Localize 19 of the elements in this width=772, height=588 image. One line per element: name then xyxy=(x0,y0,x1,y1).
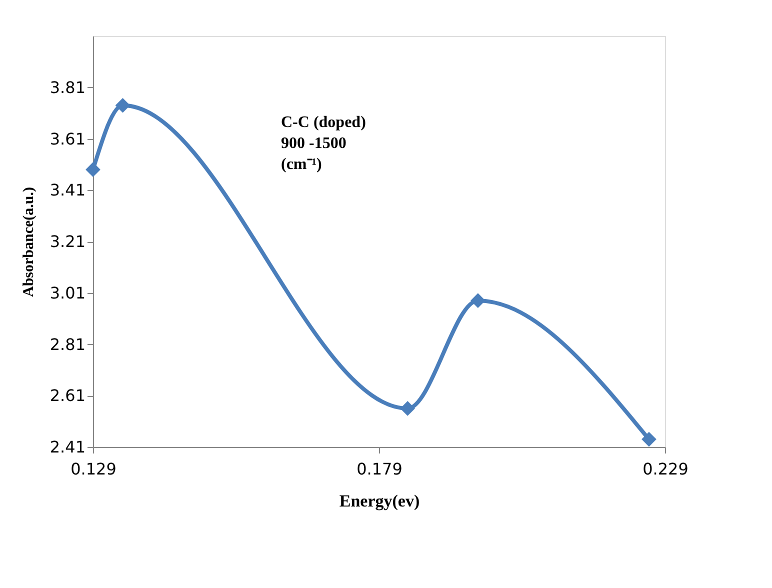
point xyxy=(86,162,100,177)
point xyxy=(642,432,656,447)
y-tick-label: 3.61 xyxy=(50,129,86,148)
x-tick-label: 0.229 xyxy=(642,460,688,478)
point xyxy=(115,98,130,113)
y-tick-label: 2.41 xyxy=(50,438,86,456)
annotation: C-C (doped) 900 -1500 (cm⁻¹) xyxy=(281,114,366,173)
x-tick-label: 0.179 xyxy=(356,460,402,478)
y-axis-title: Absorbance(a.u.) xyxy=(20,186,37,298)
x-axis-title: Energy(ev) xyxy=(339,492,420,510)
point xyxy=(400,401,416,416)
y-tick-label: 3.21 xyxy=(50,232,86,251)
y-tick-label: 2.61 xyxy=(50,386,86,406)
y-tick-label: 3.41 xyxy=(50,180,86,200)
point xyxy=(470,293,486,308)
y-tick-label: 2.81 xyxy=(50,334,86,354)
y-tick-label: 3.01 xyxy=(50,283,86,302)
x-tick-label: 0.129 xyxy=(70,460,116,478)
y-tick-label: 3.81 xyxy=(50,78,86,97)
